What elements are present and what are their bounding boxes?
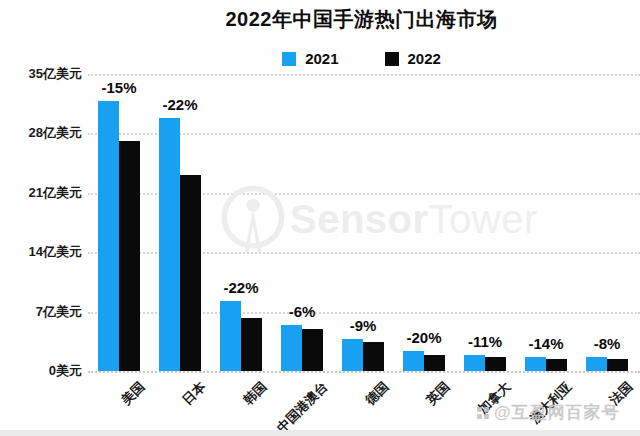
bar-2021 [159,118,180,371]
change-label: -15% [86,79,152,96]
change-label: -14% [513,335,579,352]
bar-group-6: -20% [403,351,445,371]
x-axis-tick-label: 韩国 [240,378,271,409]
x-axis-tick-label: 美国 [118,378,149,409]
bar-2022 [363,342,384,371]
bar-group-1: -15% [98,101,140,371]
x-axis-tick-label: 中国港澳台 [273,378,332,436]
gridline [88,371,640,373]
change-label: -22% [208,279,274,296]
y-axis-tick-label: 0美元 [0,362,82,380]
bar-group-5: -9% [342,339,384,371]
change-label: -22% [147,96,213,113]
y-axis-tick-label: 28亿美元 [0,124,82,142]
x-axis-tick-label: 英国 [423,378,454,409]
bar-2021 [403,351,424,371]
baijiahao-watermark-text: @互盈网百家号 [494,401,620,424]
bottom-border [0,430,640,436]
chart-canvas: 2022年中国手游热门出海市场 2021 2022 SensorTower 35… [0,0,640,436]
gridline [88,74,640,76]
bar-2022 [485,357,506,371]
y-axis-tick-label: 21亿美元 [0,184,82,202]
bar-2021 [464,355,485,371]
change-label: -11% [452,333,518,350]
bar-2021 [98,101,119,371]
baijiahao-watermark-icon [477,407,489,419]
bar-2022 [546,359,567,371]
bar-2021 [342,339,363,371]
y-axis-tick-label: 7亿美元 [0,303,82,321]
x-axis-tick-label: 日本 [179,378,210,409]
bar-2021 [586,357,607,371]
y-axis-tick-label: 35亿美元 [0,65,82,83]
bar-2022 [119,141,140,371]
bar-2022 [302,329,323,371]
change-label: -8% [574,335,640,352]
bar-2021 [281,325,302,371]
bar-group-4: -6% [281,325,323,371]
x-axis-tick-label: 德国 [362,378,393,409]
bar-2021 [220,301,241,371]
bar-2021 [525,357,546,371]
plot-area: 35亿美元28亿美元21亿美元14亿美元7亿美元0美元-15%美国-22%日本-… [0,0,640,436]
change-label: -6% [269,303,335,320]
bar-2022 [180,175,201,371]
bar-group-9: -8% [586,357,628,371]
bar-2022 [424,355,445,371]
bar-group-8: -14% [525,357,567,371]
bar-group-7: -11% [464,355,506,371]
bar-group-3: -22% [220,301,262,371]
bar-2022 [607,359,628,371]
change-label: -9% [330,317,396,334]
bar-group-2: -22% [159,118,201,371]
bar-2022 [241,318,262,371]
y-axis-tick-label: 14亿美元 [0,243,82,261]
baijiahao-watermark: @互盈网百家号 [477,401,620,424]
change-label: -20% [391,329,457,346]
